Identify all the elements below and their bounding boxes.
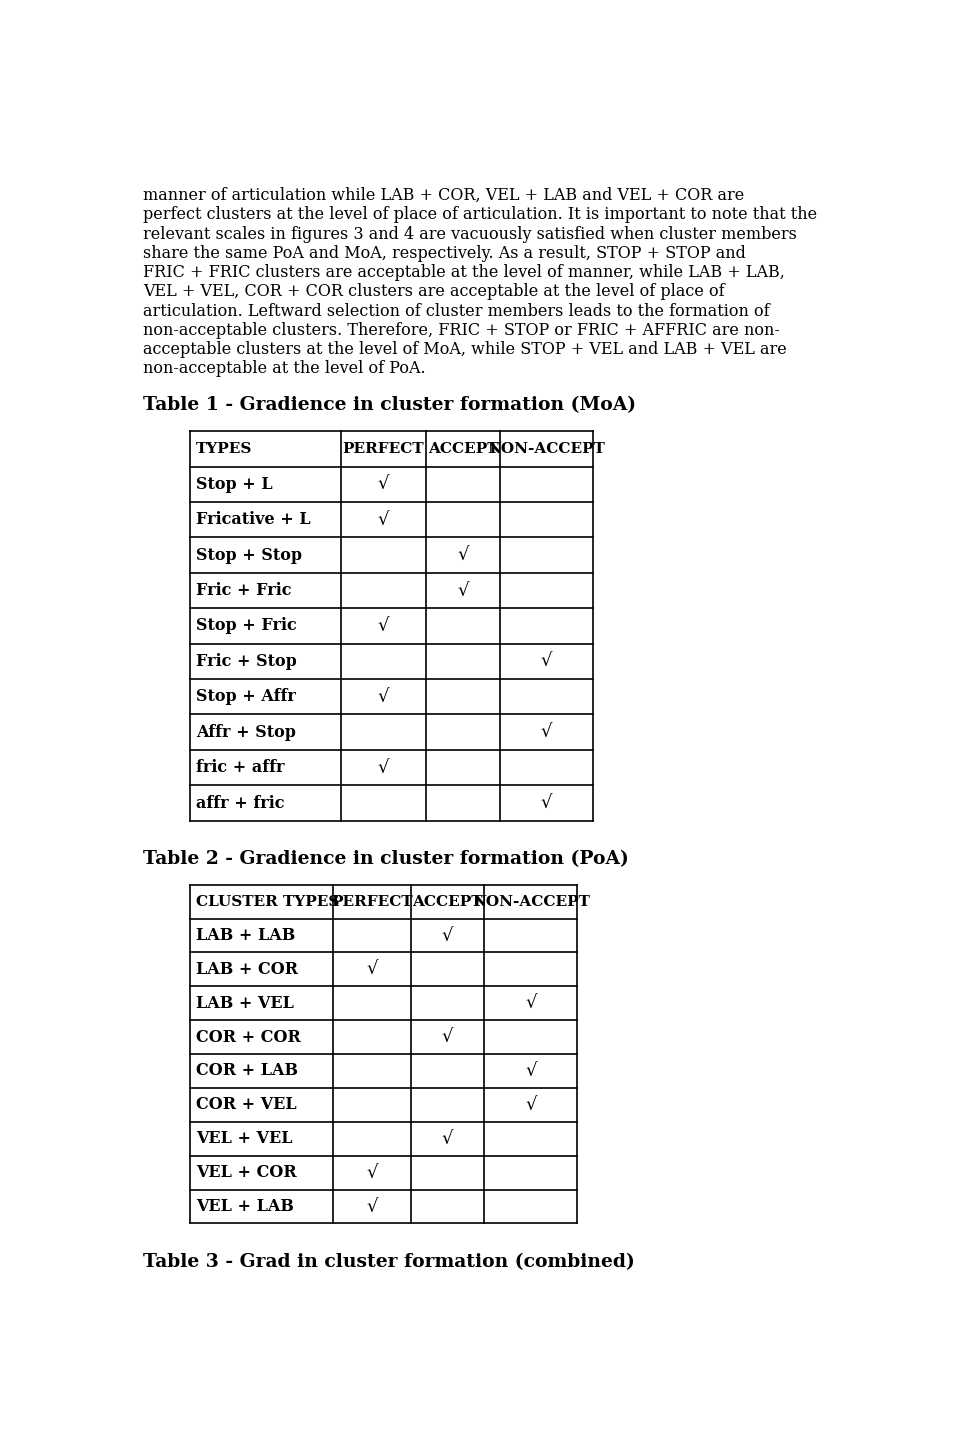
Text: manner of articulation while LAB + COR, VEL + LAB and VEL + COR are: manner of articulation while LAB + COR, …: [143, 188, 745, 203]
Text: √: √: [366, 1163, 377, 1182]
Text: VEL + VEL, COR + COR clusters are acceptable at the level of place of: VEL + VEL, COR + COR clusters are accept…: [143, 283, 725, 300]
Bar: [190, 431, 592, 821]
Text: LAB + COR: LAB + COR: [196, 961, 298, 978]
Text: PERFECT: PERFECT: [331, 895, 413, 909]
Text: NON-ACCEPT: NON-ACCEPT: [471, 895, 589, 909]
Text: Table 1 - Gradience in cluster formation (MoA): Table 1 - Gradience in cluster formation…: [143, 397, 636, 414]
Text: √: √: [540, 723, 552, 742]
Text: √: √: [525, 1062, 537, 1079]
Text: √: √: [442, 926, 453, 945]
Text: √: √: [540, 652, 552, 671]
Text: Stop + Fric: Stop + Fric: [196, 618, 297, 635]
Text: Affr + Stop: Affr + Stop: [196, 724, 296, 740]
Text: PERFECT: PERFECT: [343, 442, 424, 456]
Text: Table 3 - Grad in cluster formation (combined): Table 3 - Grad in cluster formation (com…: [143, 1253, 635, 1271]
Text: √: √: [377, 688, 389, 706]
Text: affr + fric: affr + fric: [196, 795, 284, 811]
Text: ACCEPT: ACCEPT: [412, 895, 483, 909]
Text: Table 2 - Gradience in cluster formation (PoA): Table 2 - Gradience in cluster formation…: [143, 850, 629, 869]
Text: NON-ACCEPT: NON-ACCEPT: [488, 442, 605, 456]
Text: COR + LAB: COR + LAB: [196, 1062, 298, 1079]
Text: perfect clusters at the level of place of articulation. It is important to note : perfect clusters at the level of place o…: [143, 206, 817, 224]
Text: articulation. Leftward selection of cluster members leads to the formation of: articulation. Leftward selection of clus…: [143, 303, 770, 319]
Text: √: √: [442, 1130, 453, 1147]
Text: √: √: [525, 1095, 537, 1114]
Text: √: √: [366, 961, 377, 978]
Text: CLUSTER TYPES: CLUSTER TYPES: [196, 895, 339, 909]
Text: √: √: [377, 618, 389, 635]
Text: √: √: [377, 475, 389, 494]
Text: LAB + LAB: LAB + LAB: [196, 926, 296, 944]
Text: LAB + VEL: LAB + VEL: [196, 994, 294, 1012]
Text: ACCEPT: ACCEPT: [428, 442, 498, 456]
Text: VEL + LAB: VEL + LAB: [196, 1198, 294, 1215]
Text: non-acceptable at the level of PoA.: non-acceptable at the level of PoA.: [143, 361, 426, 377]
Text: √: √: [377, 511, 389, 528]
Text: TYPES: TYPES: [196, 442, 252, 456]
Text: share the same PoA and MoA, respectively. As a result, STOP + STOP and: share the same PoA and MoA, respectively…: [143, 245, 746, 261]
Text: √: √: [540, 794, 552, 812]
Text: √: √: [457, 582, 468, 599]
Text: relevant scales in figures 3 and 4 are vacuously satisfied when cluster members: relevant scales in figures 3 and 4 are v…: [143, 225, 797, 242]
Text: √: √: [457, 545, 468, 564]
Text: Stop + L: Stop + L: [196, 476, 273, 492]
Text: FRIC + FRIC clusters are acceptable at the level of manner, while LAB + LAB,: FRIC + FRIC clusters are acceptable at t…: [143, 264, 785, 281]
Text: COR + COR: COR + COR: [196, 1029, 300, 1046]
Text: √: √: [525, 994, 537, 1012]
Bar: [190, 885, 577, 1224]
Text: Fric + Stop: Fric + Stop: [196, 652, 297, 670]
Text: acceptable clusters at the level of MoA, while STOP + VEL and LAB + VEL are: acceptable clusters at the level of MoA,…: [143, 341, 787, 358]
Text: Stop + Affr: Stop + Affr: [196, 688, 296, 706]
Text: Stop + Stop: Stop + Stop: [196, 547, 302, 564]
Text: √: √: [377, 759, 389, 776]
Text: Fric + Fric: Fric + Fric: [196, 582, 292, 599]
Text: non-acceptable clusters. Therefore, FRIC + STOP or FRIC + AFFRIC are non-: non-acceptable clusters. Therefore, FRIC…: [143, 322, 780, 339]
Text: √: √: [442, 1027, 453, 1046]
Text: VEL + VEL: VEL + VEL: [196, 1130, 293, 1147]
Text: fric + affr: fric + affr: [196, 759, 284, 776]
Text: √: √: [366, 1198, 377, 1215]
Text: COR + VEL: COR + VEL: [196, 1097, 297, 1114]
Text: Fricative + L: Fricative + L: [196, 511, 311, 528]
Text: VEL + COR: VEL + COR: [196, 1165, 297, 1182]
